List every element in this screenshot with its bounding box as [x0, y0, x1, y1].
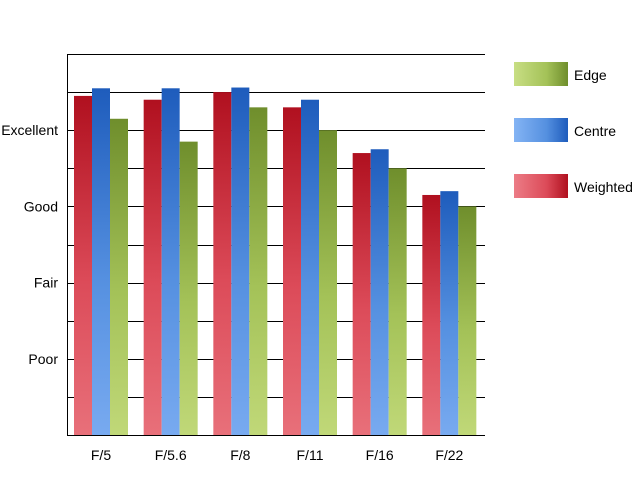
- grid-lines: [67, 54, 485, 398]
- x-tick-label: F/22: [435, 447, 463, 463]
- y-tick-label: Poor: [28, 351, 58, 367]
- bar-centre-f11: [301, 99, 319, 435]
- bar-weighted-f22: [422, 194, 441, 435]
- bar-edge-f22: [458, 206, 477, 435]
- y-tick-label: Fair: [34, 275, 58, 291]
- legend-swatch-centre: [514, 118, 568, 142]
- legend-label-weighted: Weighted: [574, 179, 633, 195]
- x-tick-label: F/5: [91, 447, 111, 463]
- legend-swatch-weighted: [514, 174, 568, 198]
- legend: Edge Centre Weighted: [514, 62, 633, 198]
- y-axis-labels: Poor Fair Good Excellent: [1, 122, 58, 367]
- x-axis-labels: F/5 F/5.6 F/8 F/11 F/16 F/22: [91, 447, 464, 463]
- legend-swatch-edge: [514, 62, 568, 86]
- bar-centre-f5: [92, 88, 110, 435]
- bars: [74, 87, 477, 436]
- x-tick-label: F/16: [366, 447, 394, 463]
- bar-weighted-f5: [74, 95, 92, 435]
- legend-label-centre: Centre: [574, 123, 616, 139]
- bar-edge-f5: [110, 118, 128, 436]
- legend-label-edge: Edge: [574, 67, 607, 83]
- axes: [67, 54, 485, 436]
- x-tick-label: F/5.6: [155, 447, 187, 463]
- bar-weighted-f16: [352, 153, 371, 435]
- bar-centre-f16: [370, 149, 389, 435]
- bar-centre-f8: [231, 87, 250, 435]
- y-tick-label: Good: [24, 198, 58, 214]
- bar-edge-f16: [388, 168, 407, 436]
- bar-centre-f22: [440, 191, 459, 435]
- x-tick-label: F/11: [297, 447, 324, 463]
- bar-weighted-f8: [213, 92, 232, 435]
- bar-centre-f56: [161, 88, 180, 435]
- bar-weighted-f56: [143, 99, 162, 435]
- bar-edge-f8: [249, 107, 268, 435]
- bar-weighted-f11: [283, 107, 301, 435]
- x-tick-label: F/8: [230, 447, 250, 463]
- y-tick-label: Excellent: [1, 122, 58, 138]
- bar-edge-f56: [179, 141, 198, 435]
- bar-edge-f11: [319, 130, 337, 435]
